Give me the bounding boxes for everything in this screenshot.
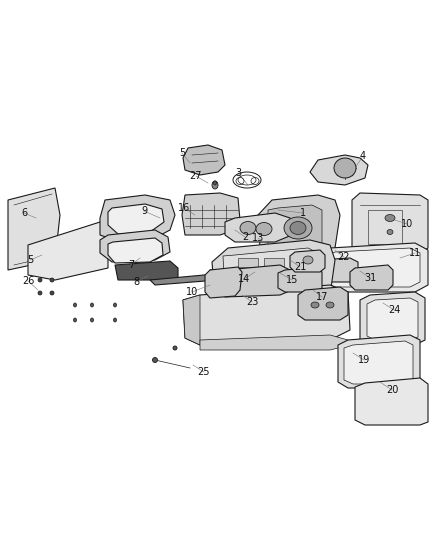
Ellipse shape (212, 181, 218, 189)
Ellipse shape (50, 291, 54, 295)
Polygon shape (182, 193, 240, 235)
Ellipse shape (284, 217, 312, 239)
Text: 24: 24 (388, 305, 400, 315)
Text: 5: 5 (27, 255, 33, 265)
Polygon shape (290, 269, 310, 278)
Polygon shape (212, 240, 335, 308)
Polygon shape (264, 280, 284, 289)
Polygon shape (210, 268, 228, 278)
Polygon shape (325, 248, 420, 287)
Text: 13: 13 (252, 233, 264, 243)
Text: 23: 23 (246, 297, 258, 307)
Polygon shape (183, 285, 350, 345)
Polygon shape (355, 378, 428, 425)
Polygon shape (264, 291, 284, 300)
Text: 17: 17 (316, 292, 328, 302)
Polygon shape (290, 250, 325, 272)
Text: 2: 2 (242, 232, 248, 242)
Polygon shape (200, 335, 350, 350)
Polygon shape (8, 188, 60, 270)
Text: 31: 31 (364, 273, 376, 283)
Polygon shape (108, 238, 163, 263)
Text: 9: 9 (141, 206, 147, 216)
Polygon shape (100, 195, 175, 242)
Ellipse shape (91, 303, 93, 307)
Ellipse shape (38, 291, 42, 295)
Ellipse shape (387, 230, 393, 235)
Polygon shape (268, 205, 322, 253)
Text: 3: 3 (235, 168, 241, 178)
Text: 25: 25 (198, 367, 210, 377)
Ellipse shape (311, 302, 319, 308)
Polygon shape (360, 292, 425, 345)
Ellipse shape (213, 181, 216, 185)
Polygon shape (225, 213, 292, 242)
Polygon shape (264, 258, 284, 267)
Ellipse shape (113, 303, 117, 307)
Text: 19: 19 (358, 355, 370, 365)
Polygon shape (115, 261, 178, 280)
Polygon shape (258, 195, 340, 258)
Polygon shape (338, 335, 420, 388)
Polygon shape (217, 265, 292, 297)
Text: 26: 26 (22, 276, 34, 286)
Text: 15: 15 (286, 275, 298, 285)
Text: 5: 5 (179, 148, 185, 158)
Ellipse shape (74, 303, 77, 307)
Polygon shape (318, 243, 428, 292)
Polygon shape (238, 280, 258, 289)
Ellipse shape (50, 278, 54, 282)
Text: 11: 11 (409, 248, 421, 258)
Text: 22: 22 (338, 252, 350, 262)
Ellipse shape (113, 318, 117, 322)
Polygon shape (264, 269, 284, 278)
Text: 20: 20 (386, 385, 398, 395)
Ellipse shape (38, 278, 42, 282)
Ellipse shape (152, 358, 158, 362)
Polygon shape (28, 222, 108, 280)
Polygon shape (312, 258, 358, 282)
Polygon shape (278, 267, 322, 292)
Text: 1: 1 (300, 208, 306, 218)
Ellipse shape (74, 318, 77, 322)
Ellipse shape (91, 318, 93, 322)
Polygon shape (290, 258, 310, 267)
Polygon shape (367, 298, 418, 340)
Ellipse shape (256, 222, 272, 236)
Ellipse shape (303, 256, 313, 264)
Ellipse shape (385, 214, 395, 222)
Polygon shape (298, 287, 348, 320)
Polygon shape (290, 280, 310, 289)
Text: 8: 8 (133, 277, 139, 287)
Polygon shape (205, 267, 242, 298)
Text: 4: 4 (360, 151, 366, 161)
Text: 7: 7 (128, 260, 134, 270)
Polygon shape (352, 193, 428, 255)
Polygon shape (310, 155, 368, 185)
Polygon shape (238, 258, 258, 267)
Ellipse shape (326, 302, 334, 308)
Polygon shape (238, 291, 258, 300)
Ellipse shape (173, 346, 177, 350)
Text: 16: 16 (178, 203, 190, 213)
Text: 14: 14 (238, 274, 250, 284)
Ellipse shape (334, 158, 356, 178)
Text: 27: 27 (190, 171, 202, 181)
Polygon shape (344, 341, 413, 384)
Polygon shape (183, 295, 200, 345)
Polygon shape (150, 274, 218, 285)
Text: 10: 10 (401, 219, 413, 229)
Polygon shape (108, 204, 164, 234)
Ellipse shape (240, 222, 256, 235)
Text: 21: 21 (294, 262, 306, 272)
Polygon shape (238, 269, 258, 278)
Polygon shape (350, 265, 393, 290)
Text: 10: 10 (186, 287, 198, 297)
Polygon shape (223, 248, 320, 302)
Polygon shape (100, 230, 170, 262)
Polygon shape (183, 145, 225, 175)
Ellipse shape (290, 222, 306, 235)
Polygon shape (290, 291, 310, 300)
Text: 6: 6 (21, 208, 27, 218)
